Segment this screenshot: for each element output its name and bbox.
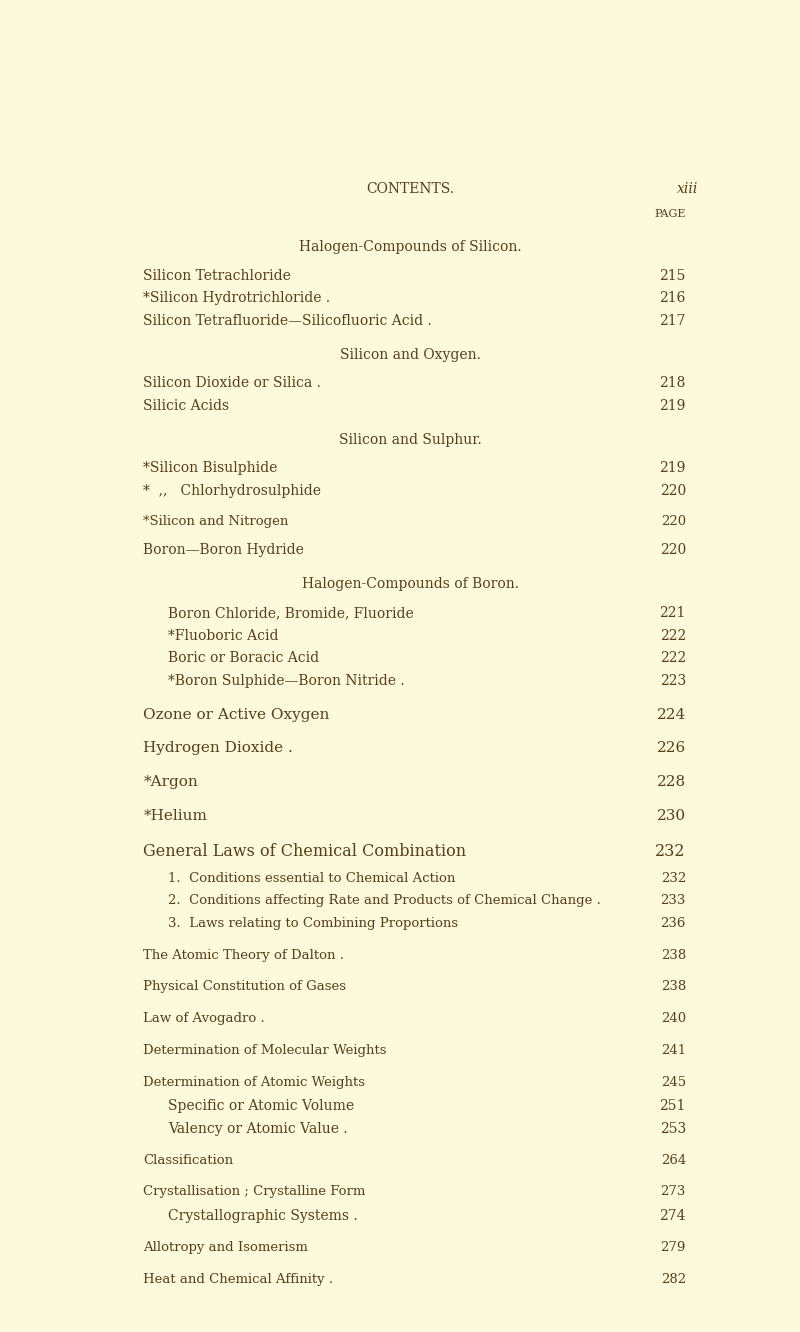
Text: *Silicon Hydrotrichloride .: *Silicon Hydrotrichloride . xyxy=(143,292,330,305)
Text: 219: 219 xyxy=(659,461,686,476)
Text: Ozone or Active Oxygen: Ozone or Active Oxygen xyxy=(143,707,330,722)
Text: 233: 233 xyxy=(661,894,686,907)
Text: Hydrogen Dioxide .: Hydrogen Dioxide . xyxy=(143,742,293,755)
Text: Halogen-Compounds of Boron.: Halogen-Compounds of Boron. xyxy=(302,577,518,591)
Text: 3.  Laws relating to Combining Proportions: 3. Laws relating to Combining Proportion… xyxy=(168,916,458,930)
Text: Boric or Boracic Acid: Boric or Boracic Acid xyxy=(168,651,319,665)
Text: 253: 253 xyxy=(660,1122,686,1136)
Text: Crystallographic Systems .: Crystallographic Systems . xyxy=(168,1209,358,1223)
Text: 241: 241 xyxy=(661,1044,686,1056)
Text: Boron Chloride, Bromide, Fluoride: Boron Chloride, Bromide, Fluoride xyxy=(168,606,414,619)
Text: 238: 238 xyxy=(661,980,686,994)
Text: Silicon Tetrachloride: Silicon Tetrachloride xyxy=(143,269,291,282)
Text: 220: 220 xyxy=(660,543,686,557)
Text: 273: 273 xyxy=(661,1185,686,1199)
Text: *Boron Sulphide—Boron Nitride .: *Boron Sulphide—Boron Nitride . xyxy=(168,674,405,687)
Text: Physical Constitution of Gases: Physical Constitution of Gases xyxy=(143,980,346,994)
Text: The Atomic Theory of Dalton .: The Atomic Theory of Dalton . xyxy=(143,948,344,962)
Text: *Fluoboric Acid: *Fluoboric Acid xyxy=(168,629,278,642)
Text: *Argon: *Argon xyxy=(143,775,198,790)
Text: Silicic Acids: Silicic Acids xyxy=(143,398,230,413)
Text: Determination of Molecular Weights: Determination of Molecular Weights xyxy=(143,1044,387,1056)
Text: 2.  Conditions affecting Rate and Products of Chemical Change .: 2. Conditions affecting Rate and Product… xyxy=(168,894,601,907)
Text: 222: 222 xyxy=(660,651,686,665)
Text: *  ,,   Chlorhydrosulphide: * ,, Chlorhydrosulphide xyxy=(143,484,322,498)
Text: Determination of Atomic Weights: Determination of Atomic Weights xyxy=(143,1076,366,1088)
Text: Valency or Atomic Value .: Valency or Atomic Value . xyxy=(168,1122,348,1136)
Text: 223: 223 xyxy=(660,674,686,687)
Text: 238: 238 xyxy=(661,948,686,962)
Text: 1.  Conditions essential to Chemical Action: 1. Conditions essential to Chemical Acti… xyxy=(168,871,455,884)
Text: *Silicon and Nitrogen: *Silicon and Nitrogen xyxy=(143,514,289,527)
Text: 218: 218 xyxy=(659,376,686,390)
Text: 220: 220 xyxy=(660,484,686,498)
Text: Crystallisation ; Crystalline Form: Crystallisation ; Crystalline Form xyxy=(143,1185,366,1199)
Text: 230: 230 xyxy=(657,809,686,823)
Text: 216: 216 xyxy=(659,292,686,305)
Text: Specific or Atomic Volume: Specific or Atomic Volume xyxy=(168,1099,354,1114)
Text: Heat and Chemical Affinity .: Heat and Chemical Affinity . xyxy=(143,1272,334,1285)
Text: 264: 264 xyxy=(661,1154,686,1167)
Text: General Laws of Chemical Combination: General Laws of Chemical Combination xyxy=(143,843,466,860)
Text: 224: 224 xyxy=(657,707,686,722)
Text: 279: 279 xyxy=(661,1241,686,1253)
Text: 222: 222 xyxy=(660,629,686,642)
Text: Silicon Tetrafluoride—Silicofluoric Acid .: Silicon Tetrafluoride—Silicofluoric Acid… xyxy=(143,313,432,328)
Text: 232: 232 xyxy=(661,871,686,884)
Text: 251: 251 xyxy=(659,1099,686,1114)
Text: 217: 217 xyxy=(659,313,686,328)
Text: Law of Avogadro .: Law of Avogadro . xyxy=(143,1012,265,1026)
Text: 220: 220 xyxy=(661,514,686,527)
Text: Allotropy and Isomerism: Allotropy and Isomerism xyxy=(143,1241,308,1253)
Text: 232: 232 xyxy=(655,843,686,860)
Text: xiii: xiii xyxy=(677,182,698,196)
Text: *Helium: *Helium xyxy=(143,809,207,823)
Text: Silicon and Sulphur.: Silicon and Sulphur. xyxy=(338,433,482,446)
Text: 245: 245 xyxy=(661,1076,686,1088)
Text: 236: 236 xyxy=(661,916,686,930)
Text: Silicon Dioxide or Silica .: Silicon Dioxide or Silica . xyxy=(143,376,322,390)
Text: 274: 274 xyxy=(659,1209,686,1223)
Text: 228: 228 xyxy=(657,775,686,790)
Text: Classification: Classification xyxy=(143,1154,234,1167)
Text: 215: 215 xyxy=(659,269,686,282)
Text: 226: 226 xyxy=(657,742,686,755)
Text: *Silicon Bisulphide: *Silicon Bisulphide xyxy=(143,461,278,476)
Text: Halogen-Compounds of Silicon.: Halogen-Compounds of Silicon. xyxy=(298,240,522,254)
Text: 221: 221 xyxy=(659,606,686,619)
Text: Boron—Boron Hydride: Boron—Boron Hydride xyxy=(143,543,304,557)
Text: 282: 282 xyxy=(661,1272,686,1285)
Text: CONTENTS.: CONTENTS. xyxy=(366,182,454,196)
Text: 240: 240 xyxy=(661,1012,686,1026)
Text: 219: 219 xyxy=(659,398,686,413)
Text: PAGE: PAGE xyxy=(654,209,686,218)
Text: Silicon and Oxygen.: Silicon and Oxygen. xyxy=(339,348,481,361)
